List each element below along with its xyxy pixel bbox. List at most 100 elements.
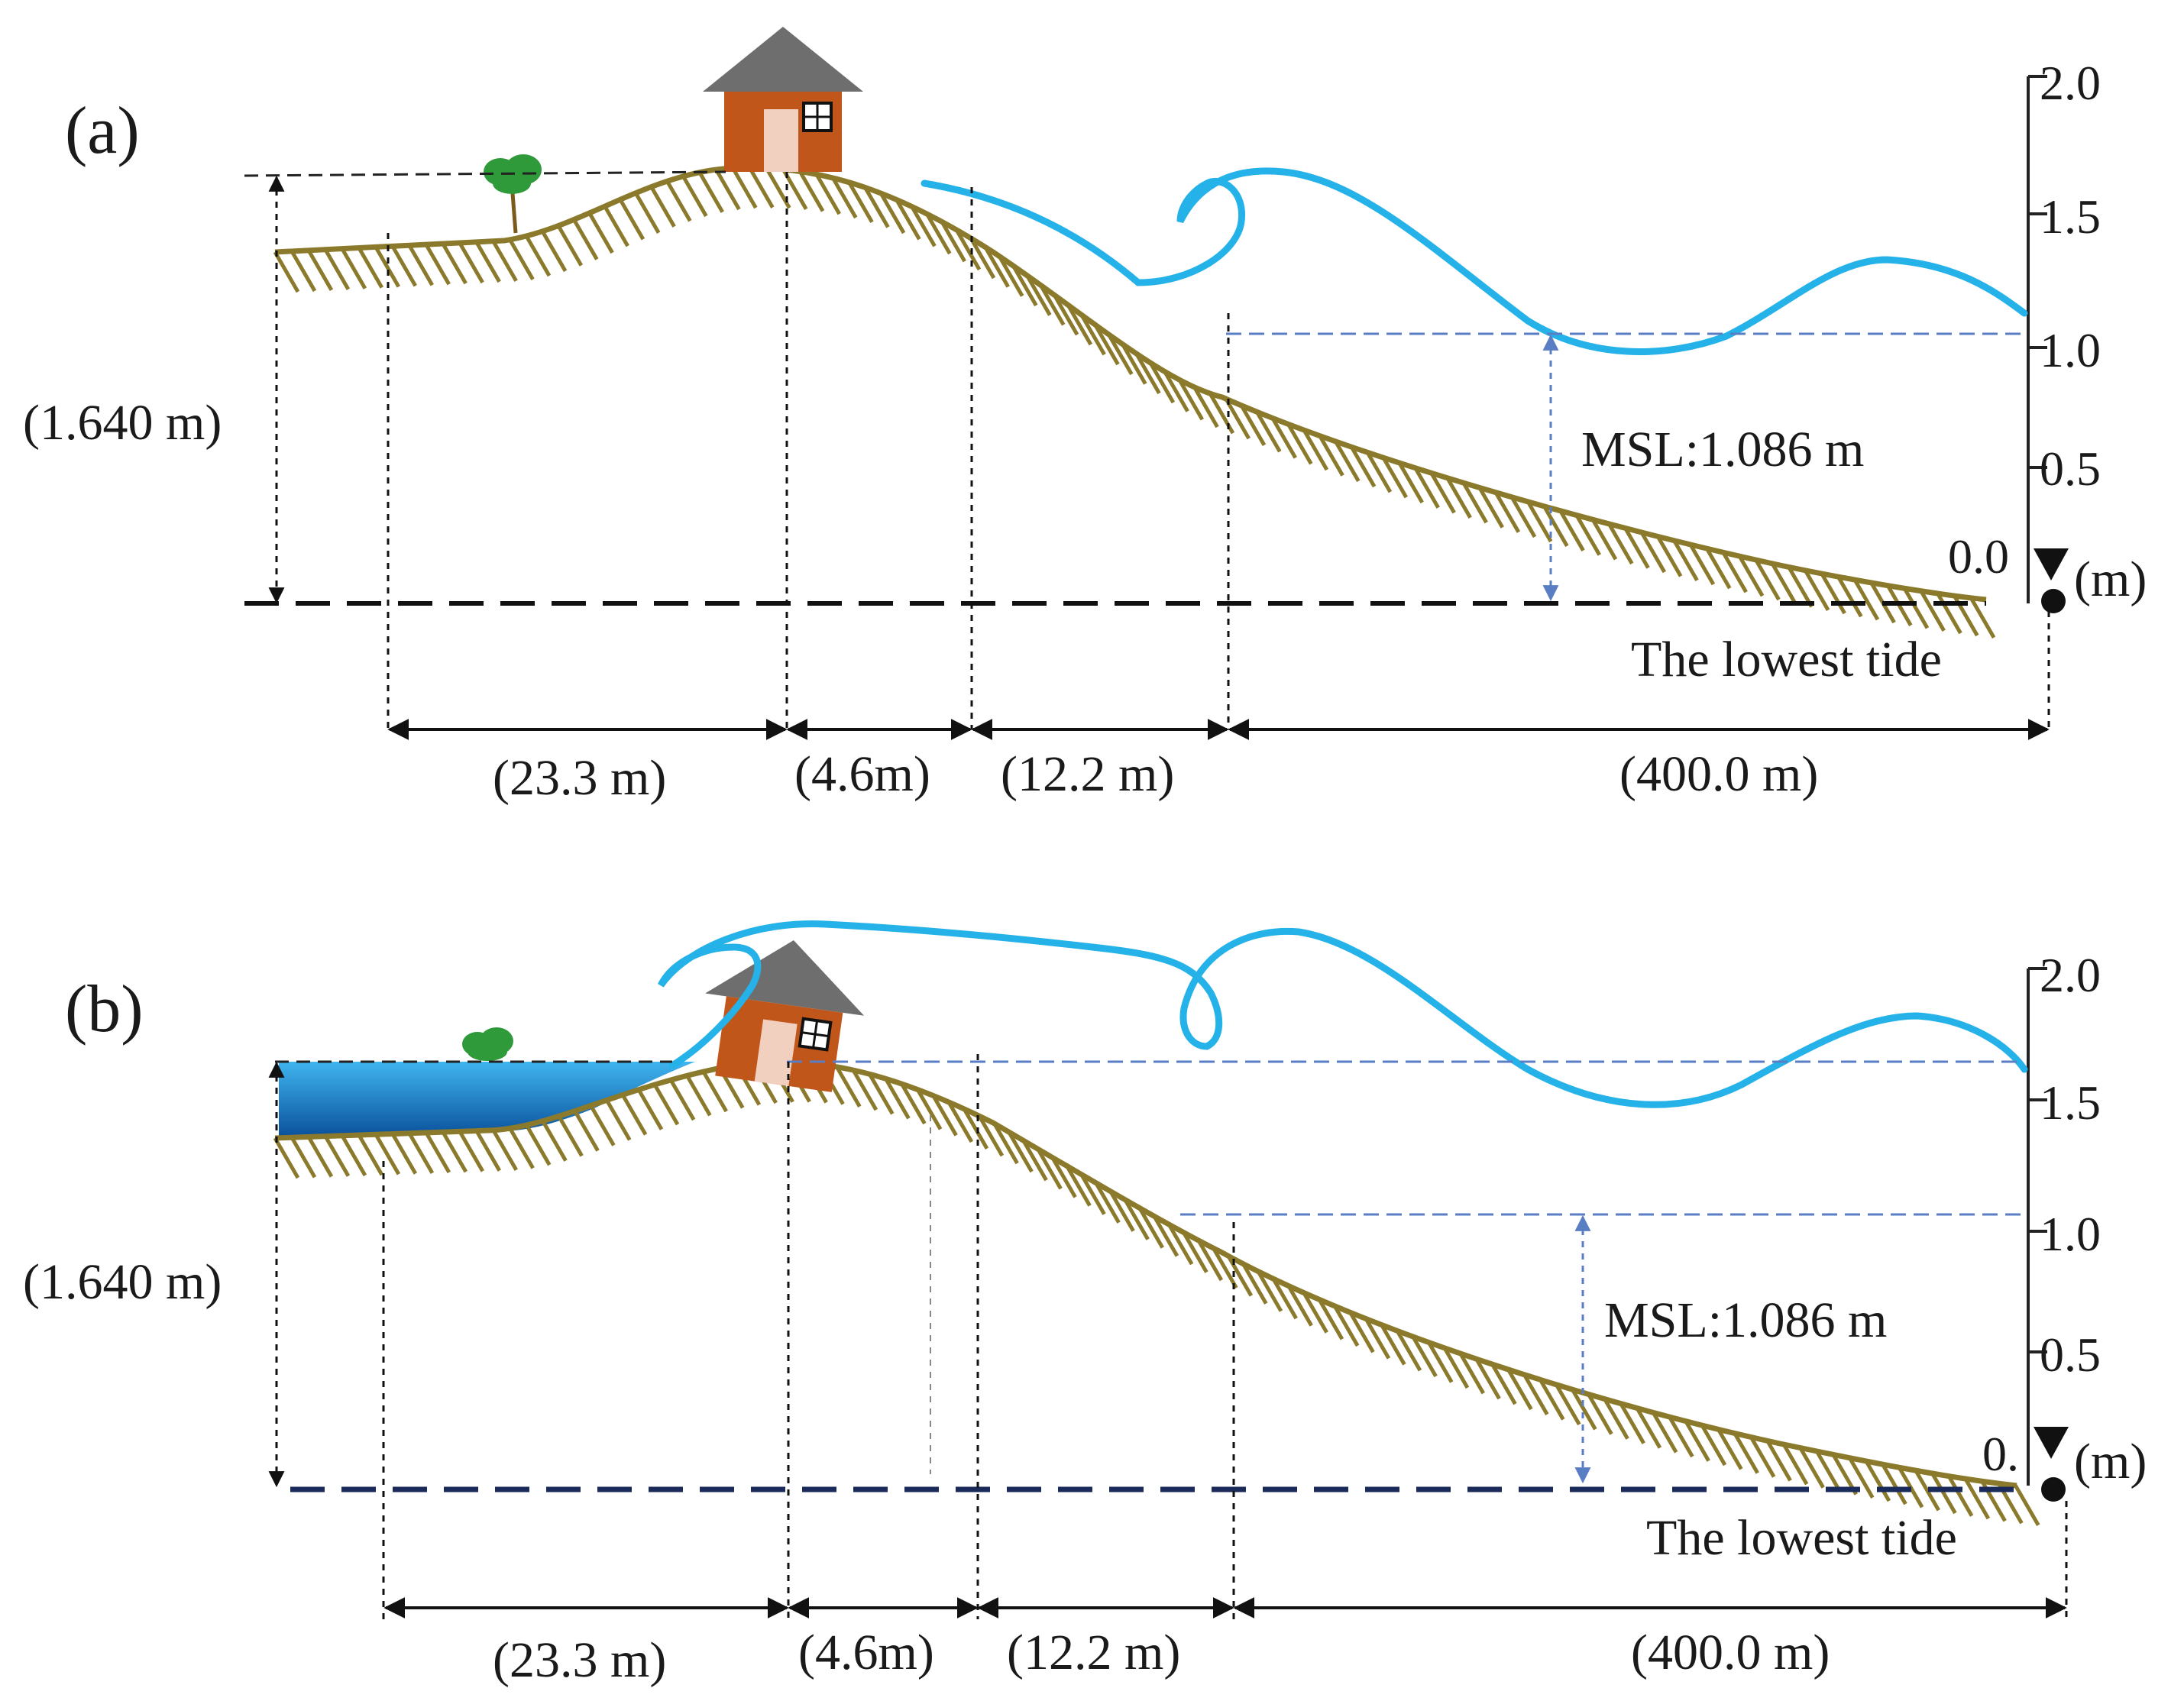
ground-hatch-stroke (390, 1133, 418, 1175)
ground-hatch-stroke (925, 212, 952, 255)
ground-hatch-stroke (1192, 386, 1219, 428)
ground-hatch-stroke (1025, 274, 1052, 316)
ground-hatch-stroke (1539, 1379, 1565, 1421)
ground-hatch-stroke (1317, 1298, 1344, 1340)
ground-hatch-stroke (1963, 1477, 1991, 1520)
ground-hatch-stroke (290, 250, 317, 293)
ground-hatch-stroke (1603, 1398, 1629, 1440)
ground-hatch-stroke (340, 247, 367, 289)
ground-hatch-stroke (1348, 1311, 1375, 1353)
ground-hatch-stroke (589, 1104, 616, 1146)
panel-a-letter: (a) (65, 94, 140, 168)
ground-hatch-stroke (884, 1077, 911, 1120)
ground-hatch-stroke (731, 167, 758, 209)
ground-hatch-stroke (424, 1131, 451, 1174)
ground-hatch-stroke (1364, 1318, 1391, 1360)
ground-hatch-stroke (1094, 1182, 1121, 1224)
ground-hatch-stroke (1445, 477, 1472, 519)
ground-hatch-stroke (407, 1132, 435, 1174)
panel-a-msl-label: MSL:1.086 m (1581, 422, 1864, 477)
panel-b-wave (657, 920, 2028, 1108)
ground-hatch-stroke (605, 1099, 632, 1141)
ground-hatch-stroke (1318, 435, 1344, 477)
ground-hatch-stroke (636, 1088, 664, 1130)
ground-hatch-stroke (835, 1066, 862, 1108)
ground-hatch-stroke (1716, 1428, 1743, 1470)
ground-hatch-stroke (587, 212, 614, 254)
ground-hatch-stroke (1427, 1341, 1454, 1383)
origin-dot-icon (2041, 589, 2066, 613)
ground-hatch-stroke (992, 1122, 1019, 1165)
ground-hatch-stroke (1121, 343, 1147, 385)
ground-hatch-stroke (1737, 555, 1765, 597)
water-level-triangle-icon (2034, 548, 2069, 580)
ground-hatch-stroke (1395, 1330, 1422, 1372)
ground-hatch-stroke (1413, 467, 1440, 509)
ground-hatch-stroke (458, 241, 484, 284)
ground-hatch-stroke (1914, 1469, 1940, 1512)
ground-hatch-stroke (1770, 562, 1797, 605)
ground-hatch-stroke (1458, 1352, 1485, 1395)
panel-b-tick-0-5: 0.5 (2040, 1327, 2101, 1382)
panel-a: (a) 2.0 1.5 1.0 0.5 0.0 (m) (23, 27, 2147, 806)
ground-hatch-stroke (508, 238, 535, 281)
ground-hatch-stroke (998, 255, 1024, 297)
ground-hatch-stroke (868, 1072, 895, 1115)
panel-b: (b) 2.0 1.5 1.0 0.5 0. (m) (23, 920, 2147, 1688)
ground-hatch-stroke (847, 181, 874, 223)
ground-hatch-stroke (1749, 1436, 1776, 1478)
ground-hatch-stroke (1635, 1407, 1662, 1449)
ground-hatch-stroke (878, 192, 906, 234)
ground-hatch-stroke (895, 199, 921, 241)
ground-hatch-stroke (441, 1130, 468, 1173)
ground-hatch-stroke (1039, 284, 1066, 326)
ground-hatch-stroke (1461, 481, 1488, 524)
ground-hatch-stroke (1007, 1130, 1034, 1173)
ground-hatch-stroke (1079, 313, 1106, 356)
ground-hatch-stroke (1079, 1173, 1106, 1215)
panel-a-guide-lines (387, 172, 2050, 729)
ground-hatch-stroke (1668, 1415, 1694, 1458)
ground-hatch-stroke (1684, 1420, 1710, 1462)
ground-hatch-stroke (573, 1110, 600, 1152)
ground-hatch-stroke (1881, 1463, 1907, 1505)
ground-hatch-stroke (1036, 1148, 1063, 1190)
water-level-triangle-icon (2034, 1427, 2069, 1459)
ground-hatch-stroke (1864, 1460, 1891, 1502)
ground-hatch-stroke (1182, 1231, 1208, 1273)
ground-hatch-stroke (649, 186, 676, 228)
ground-hatch-stroke (652, 1083, 680, 1126)
ground-hatch-stroke (1623, 527, 1650, 569)
ground-hatch-stroke (1334, 440, 1361, 483)
panel-a-tick-0-5: 0.5 (2040, 441, 2101, 496)
ground-hatch-stroke (915, 1088, 943, 1130)
ground-hatch-stroke (1639, 531, 1667, 574)
ground-hatch-stroke (474, 1130, 501, 1172)
ground-hatch-stroke (1688, 543, 1716, 586)
ground-hatch-stroke (765, 167, 791, 209)
ground-hatch-stroke (1607, 522, 1634, 565)
ground-hatch-stroke (1163, 370, 1189, 412)
panel-b-tick-2-0: 2.0 (2040, 948, 2101, 1002)
ground-hatch-stroke (977, 1114, 1005, 1157)
ground-hatch-stroke (1052, 293, 1079, 336)
ground-hatch-stroke (1652, 1412, 1678, 1454)
ground-hatch-stroke (1256, 1270, 1283, 1312)
ground-hatch-stroke (1123, 1198, 1150, 1240)
ground-hatch-stroke (1522, 1373, 1549, 1415)
ground-hatch-stroke (1108, 1190, 1135, 1232)
ground-hatch-stroke (1255, 410, 1282, 453)
ground-hatch-stroke (572, 218, 599, 260)
ground-hatch-stroke (1787, 566, 1814, 608)
ground-hatch-stroke (1212, 1247, 1238, 1289)
ground-hatch-stroke (863, 186, 890, 228)
ground-hatch-stroke (1442, 1347, 1470, 1389)
house-icon (703, 27, 863, 172)
ground-hatch-stroke (798, 170, 825, 212)
ground-hatch-stroke (1134, 352, 1161, 395)
ground-hatch-stroke (1302, 428, 1329, 471)
panel-a-height-label: (1.640 m) (23, 395, 222, 451)
ground-hatch-stroke (407, 244, 434, 286)
ground-hatch-stroke (1509, 496, 1537, 538)
ground-hatch-stroke (900, 1082, 927, 1125)
